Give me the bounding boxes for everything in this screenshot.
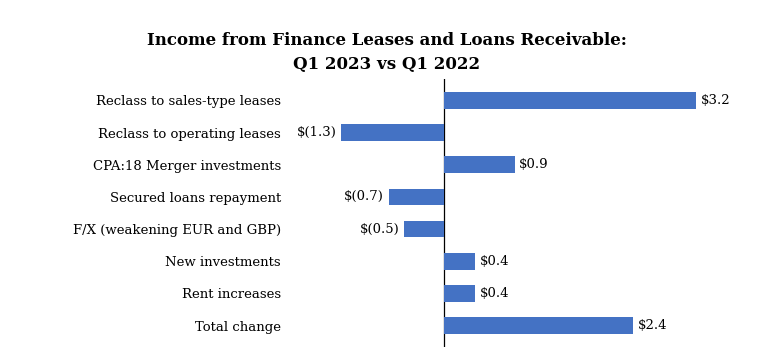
Text: $2.4: $2.4 <box>638 319 667 332</box>
Text: $(0.5): $(0.5) <box>360 223 399 236</box>
Text: $3.2: $3.2 <box>700 94 730 107</box>
Text: $0.4: $0.4 <box>480 255 509 268</box>
Text: Income from Finance Leases and Loans Receivable:
Q1 2023 vs Q1 2022: Income from Finance Leases and Loans Rec… <box>147 32 627 73</box>
Bar <box>444 317 632 334</box>
Text: $(0.7): $(0.7) <box>344 190 384 203</box>
Bar <box>444 253 475 270</box>
Bar <box>389 188 444 205</box>
Text: $0.4: $0.4 <box>480 287 509 300</box>
Bar <box>444 285 475 302</box>
Bar <box>341 124 444 141</box>
Bar <box>444 156 515 173</box>
Bar <box>404 221 444 238</box>
Text: $(1.3): $(1.3) <box>296 126 337 139</box>
Text: $0.9: $0.9 <box>519 158 549 171</box>
Bar <box>444 92 696 109</box>
